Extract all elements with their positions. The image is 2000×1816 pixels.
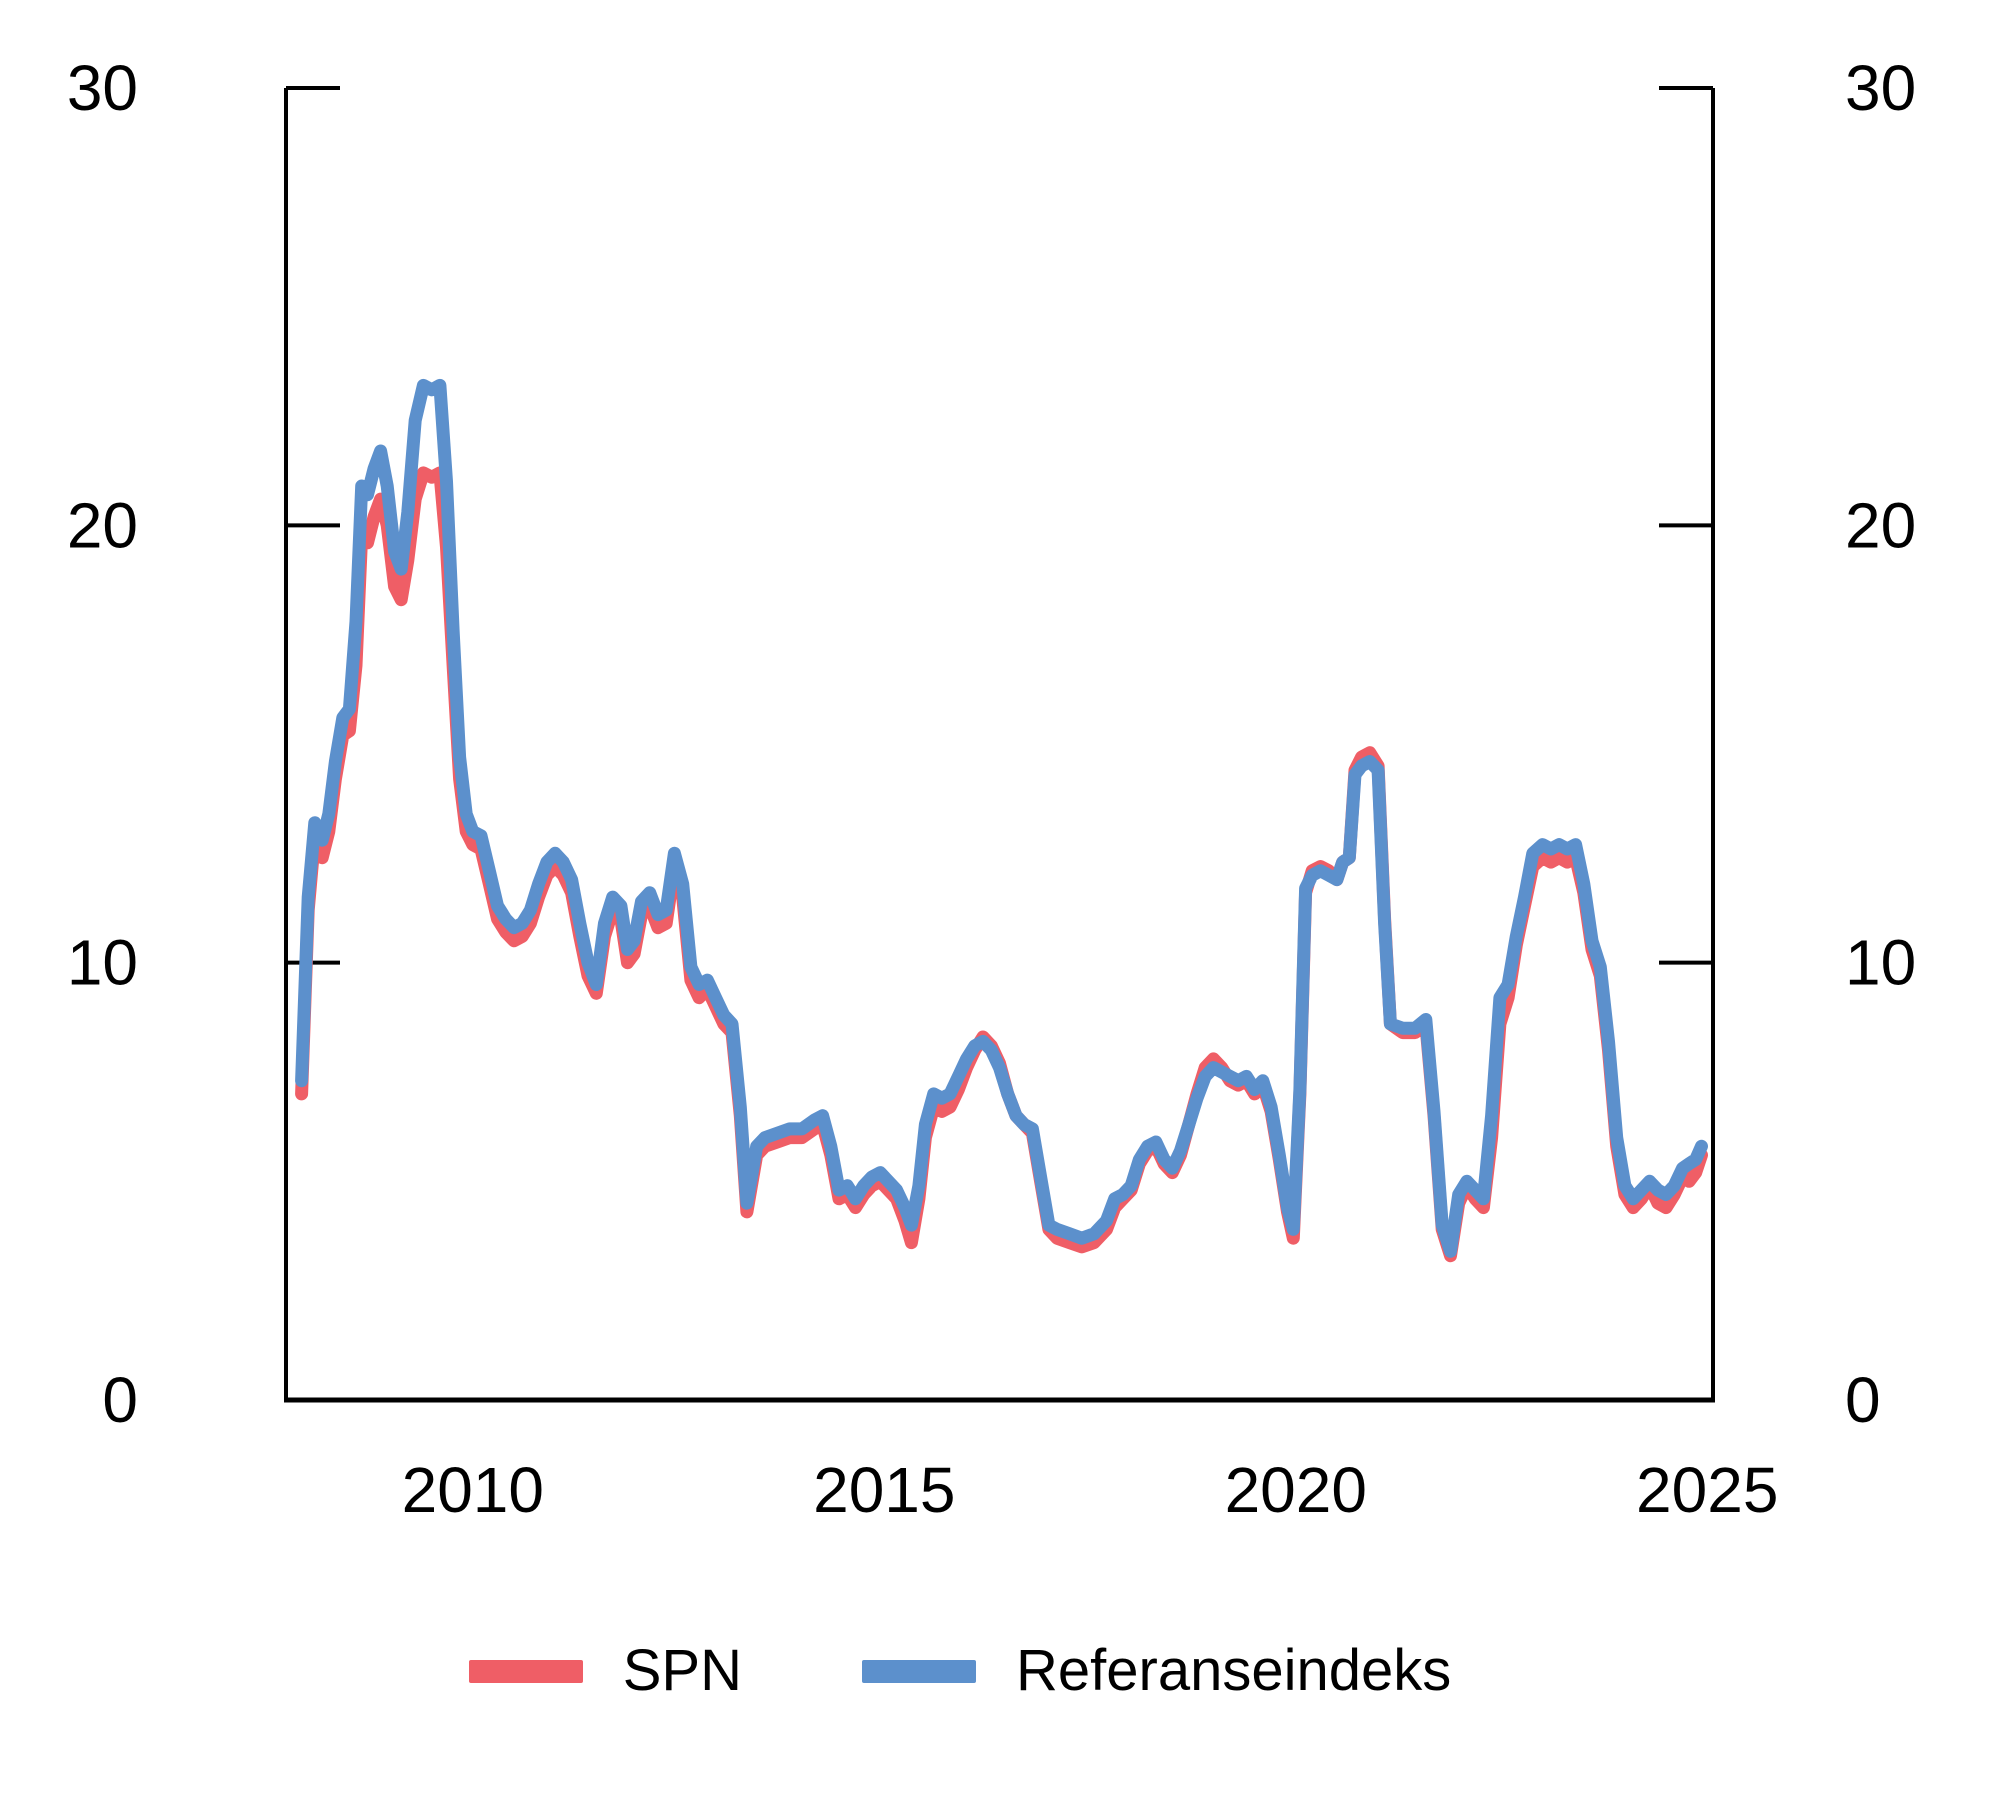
x-tick-label-2015: 2015 <box>813 1454 955 1526</box>
y-tick-label-right-20: 20 <box>1845 489 1916 561</box>
spn-legend-label: SPN <box>622 1638 742 1703</box>
legend-item-referanseindeks: Referanseindeks <box>862 1642 1451 1700</box>
referanseindeks-line <box>295 378 1708 1258</box>
y-tick-label-left-30: 30 <box>67 52 138 124</box>
y-tick-label-right-30: 30 <box>1845 52 1916 124</box>
referanseindeks-line-swatch <box>862 1659 976 1683</box>
y-tick-label-right-0: 0 <box>1845 1364 1881 1436</box>
legend-item-spn: SPN <box>468 1638 742 1703</box>
y-tick-label-left-0: 0 <box>102 1364 138 1436</box>
x-tick-label-2025: 2025 <box>1636 1454 1778 1526</box>
referanseindeks-legend-label: Referanseindeks <box>1016 1638 1452 1703</box>
y-tick-label-left-10: 10 <box>67 927 138 999</box>
y-tick-label-right-10: 10 <box>1845 927 1916 999</box>
spn-line-swatch <box>468 1659 583 1683</box>
chart-legend: SPN Referanseindeks <box>0 1642 1960 1700</box>
y-tick-label-left-20: 20 <box>67 489 138 561</box>
x-tick-label-2020: 2020 <box>1225 1454 1367 1526</box>
x-tick-label-2010: 2010 <box>402 1454 544 1526</box>
